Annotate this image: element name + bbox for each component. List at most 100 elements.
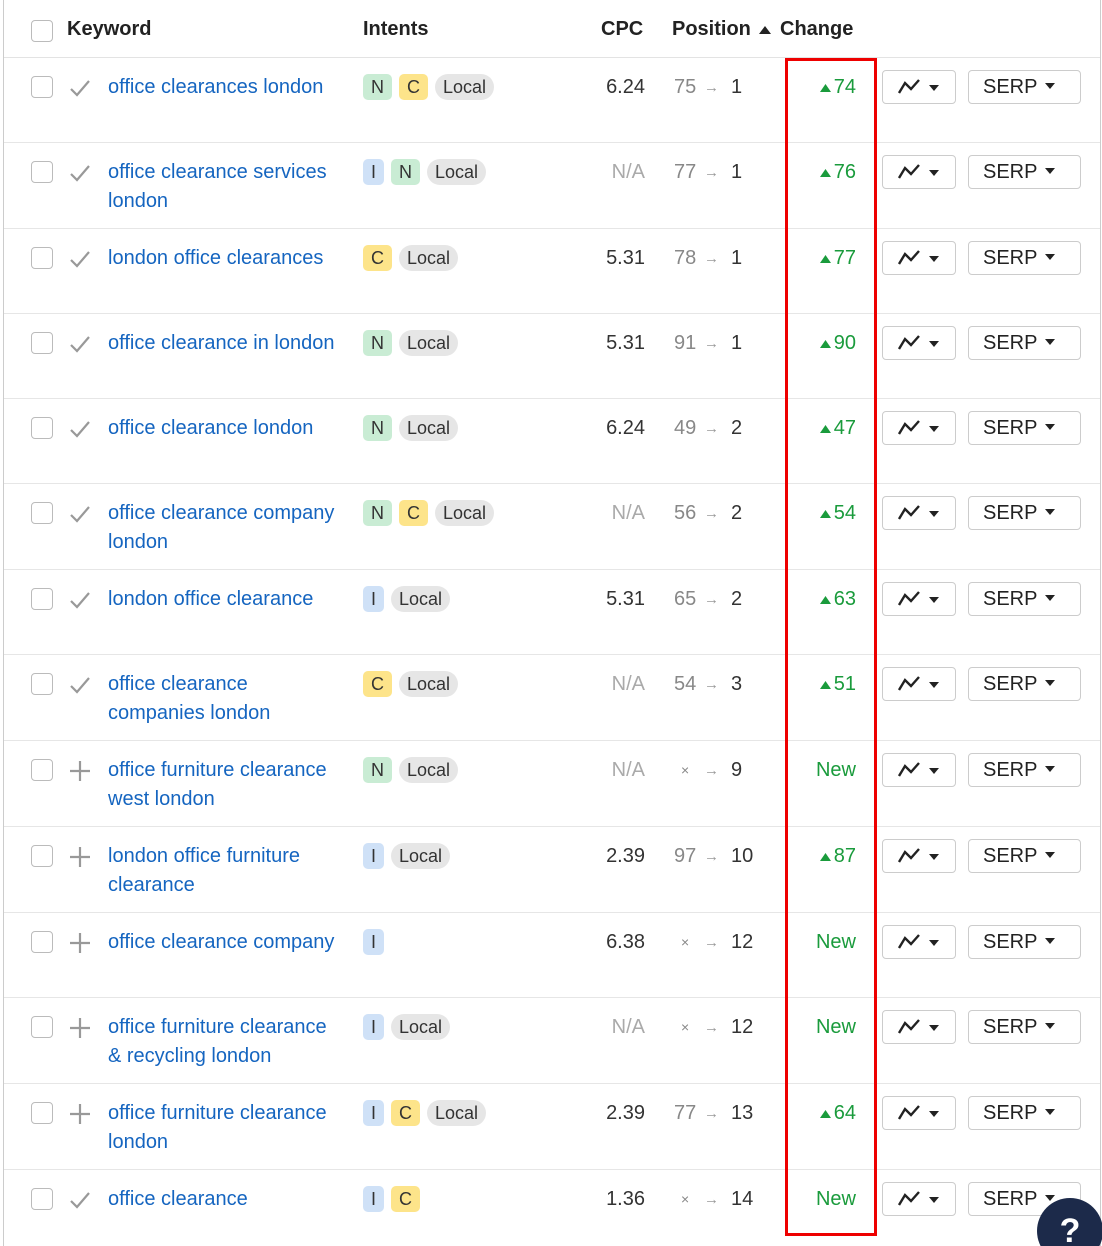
change-value: 63 — [833, 588, 856, 610]
column-header[interactable]: Keyword — [67, 18, 152, 40]
position-arrow: → — [704, 420, 719, 437]
table-header: Keyword Intents CPC Position Change — [4, 0, 1100, 58]
position-from: 77 — [674, 161, 697, 183]
keyword-link[interactable]: office furniture clearance london — [108, 1102, 327, 1153]
serp-button[interactable]: SERP — [968, 753, 1081, 787]
keyword-link[interactable]: london office furniture clearance — [108, 845, 300, 896]
intent-badge: I — [363, 1100, 385, 1126]
keyword-link[interactable]: office furniture clearance & recycling l… — [108, 1016, 327, 1067]
chart-button[interactable] — [882, 1010, 956, 1044]
row-checkbox[interactable] — [31, 1102, 53, 1124]
cpc: 5.31 — [606, 588, 645, 610]
chart-button[interactable] — [882, 925, 956, 959]
row-checkbox[interactable] — [31, 845, 53, 867]
row-checkbox[interactable] — [31, 1016, 53, 1038]
position-arrow: → — [704, 164, 719, 181]
serp-button[interactable]: SERP — [968, 411, 1081, 445]
up-icon — [819, 681, 831, 689]
chart-button[interactable] — [882, 1096, 956, 1130]
cpc: N/A — [611, 502, 645, 524]
column-header[interactable]: Position — [672, 18, 751, 40]
row-checkbox[interactable] — [31, 588, 53, 610]
serp-label: SERP — [983, 759, 1038, 781]
serp-button[interactable]: SERP — [968, 925, 1081, 959]
keyword-link[interactable]: office clearance london — [108, 417, 314, 439]
table-row: office clearance services london I N Local N… — [4, 143, 1100, 229]
help-button[interactable]: ? — [1037, 1198, 1102, 1246]
caret — [1045, 1195, 1056, 1201]
column-header[interactable]: Change — [780, 18, 854, 40]
keyword-link[interactable]: office clearance company — [108, 931, 335, 953]
chart-button[interactable] — [882, 496, 956, 530]
table-row: office clearances london N C Local 6.24 75 → 1 7… — [4, 58, 1100, 143]
row-checkbox[interactable] — [31, 247, 53, 269]
chart-button[interactable] — [882, 1182, 956, 1216]
chart-button[interactable] — [882, 241, 956, 275]
intent-badge: N — [363, 757, 392, 783]
serp-button[interactable]: SERP — [968, 667, 1081, 701]
serp-button[interactable]: SERP — [968, 1010, 1081, 1044]
serp-button[interactable]: SERP — [968, 496, 1081, 530]
keyword-link[interactable]: london office clearance — [108, 588, 314, 610]
intents: C Local — [363, 671, 465, 697]
table-row: office clearance company I 6.38 × → 12 New SERP — [4, 913, 1100, 998]
chart-button[interactable] — [882, 155, 956, 189]
keyword-link[interactable]: office clearance services london — [108, 161, 327, 212]
intent-badge: Local — [427, 1100, 487, 1126]
intents: C Local — [363, 245, 465, 271]
chart-button[interactable] — [882, 70, 956, 104]
row-checkbox[interactable] — [31, 76, 53, 98]
change: 90 — [819, 329, 856, 358]
row-checkbox[interactable] — [31, 673, 53, 695]
row-checkbox[interactable] — [31, 759, 53, 781]
row-checkbox[interactable] — [31, 931, 53, 953]
table-frame — [3, 0, 1101, 1246]
keyword-link[interactable]: office clearance in london — [108, 332, 335, 354]
intent-badge: Local — [399, 330, 459, 356]
keyword-link[interactable]: office furniture clearance west london — [108, 759, 327, 810]
position-from: 56 — [674, 502, 697, 524]
intent-badge: C — [399, 74, 428, 100]
chart-button[interactable] — [882, 839, 956, 873]
table-row: london office clearance I Local 5.31 65 → 2 63 S… — [4, 570, 1100, 655]
change-value: 87 — [833, 845, 856, 867]
serp-button[interactable]: SERP — [968, 241, 1081, 275]
chart-button[interactable] — [882, 753, 956, 787]
intent-badge: Local — [391, 1014, 451, 1040]
column-header[interactable]: CPC — [601, 18, 644, 40]
chart-button[interactable] — [882, 667, 956, 701]
serp-button[interactable]: SERP — [968, 155, 1081, 189]
intents: I — [363, 929, 391, 955]
row-checkbox[interactable] — [31, 417, 53, 439]
intent-badge: Local — [399, 757, 459, 783]
serp-button[interactable]: SERP — [968, 1096, 1081, 1130]
table-row: office furniture clearance west london N L… — [4, 741, 1100, 827]
keyword-link[interactable]: office clearance — [108, 1188, 248, 1210]
chart-button[interactable] — [882, 582, 956, 616]
row-checkbox[interactable] — [31, 332, 53, 354]
chart-button[interactable] — [882, 411, 956, 445]
intent-badge: N — [363, 74, 392, 100]
row-checkbox[interactable] — [31, 502, 53, 524]
keyword-link[interactable]: office clearance company london — [108, 502, 335, 553]
serp-button[interactable]: SERP — [968, 70, 1081, 104]
chart-button[interactable] — [882, 326, 956, 360]
caret — [1045, 339, 1056, 345]
cpc: 2.39 — [606, 1102, 645, 1124]
caret — [1045, 595, 1056, 601]
serp-button[interactable]: SERP — [968, 839, 1081, 873]
keyword-link[interactable]: office clearances london — [108, 76, 324, 98]
position-arrow: → — [704, 848, 719, 865]
caret — [1045, 852, 1056, 858]
serp-button[interactable]: SERP — [968, 582, 1081, 616]
column-header[interactable]: Intents — [363, 18, 429, 40]
serp-button[interactable]: SERP — [968, 326, 1081, 360]
intent-badge: N — [363, 330, 392, 356]
select-all-checkbox[interactable] — [31, 20, 53, 42]
keyword-link[interactable]: office clearance companies london — [108, 673, 271, 724]
status-icon — [68, 588, 92, 612]
row-checkbox[interactable] — [31, 1188, 53, 1210]
keyword-link[interactable]: london office clearances — [108, 247, 324, 269]
row-checkbox[interactable] — [31, 161, 53, 183]
intents: I N Local — [363, 159, 493, 185]
